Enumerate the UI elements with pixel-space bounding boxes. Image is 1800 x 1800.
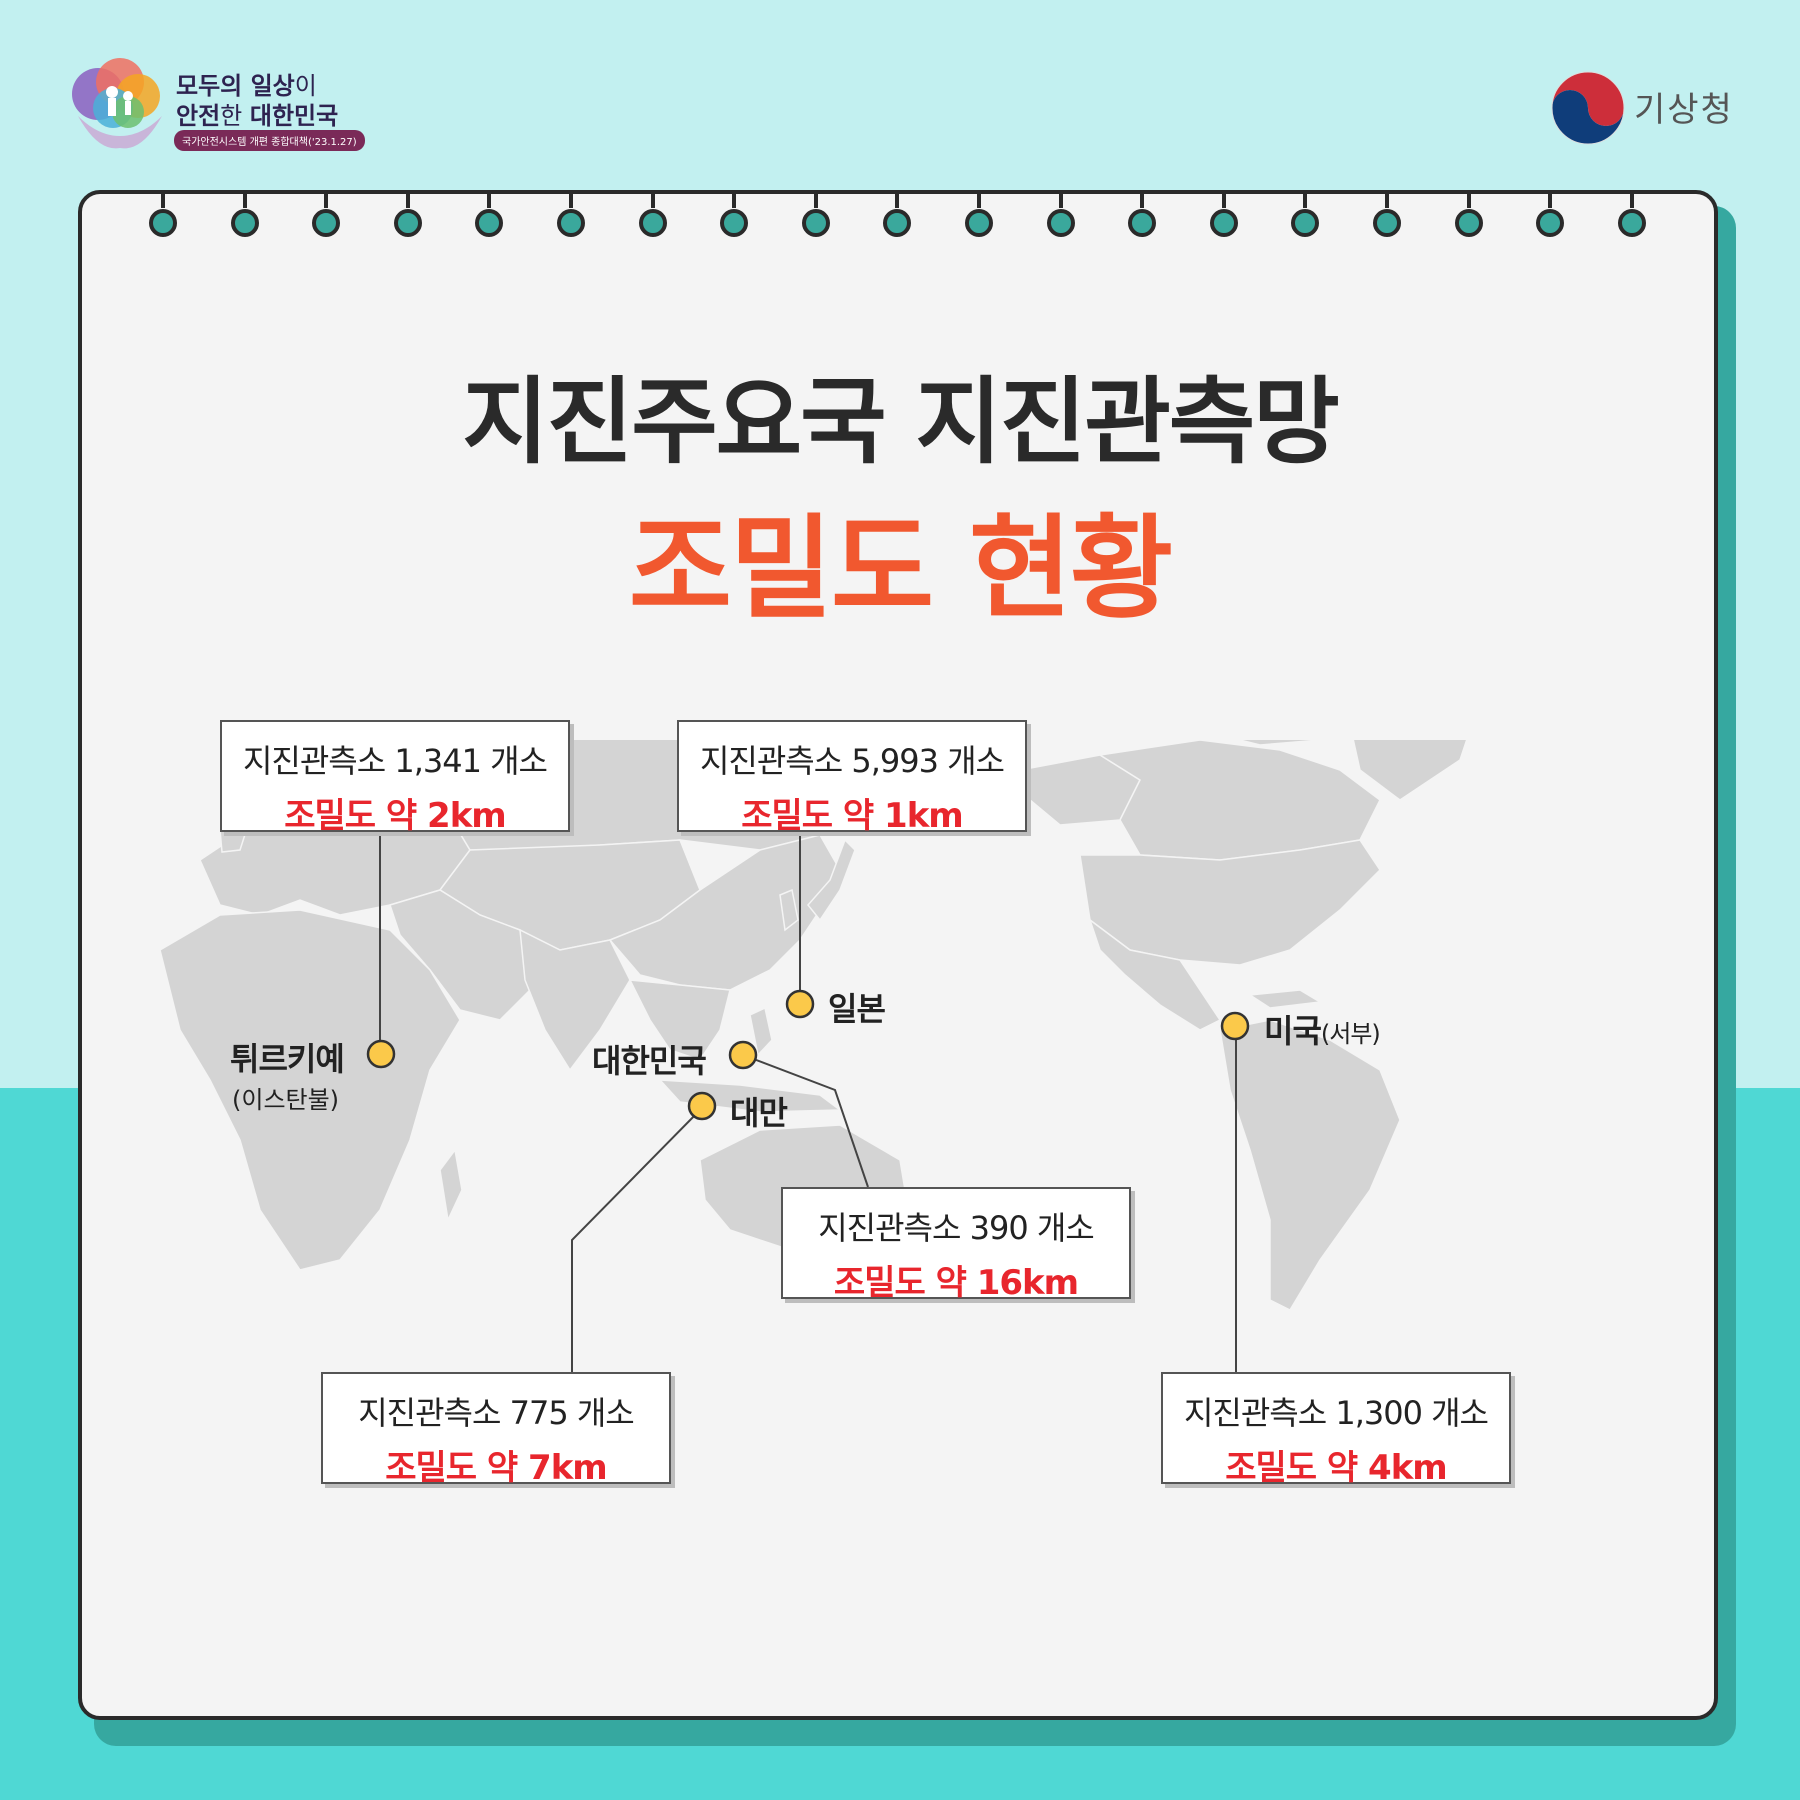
label-korea: 대한민국 — [592, 1042, 707, 1080]
info-box-korea: 지진관측소 390 개소 조밀도 약 16km — [781, 1187, 1131, 1303]
africa-shape — [159, 909, 461, 1271]
campaign-line1-suffix: 이 — [294, 72, 317, 100]
greenland-shape — [1352, 740, 1468, 801]
page-title: 지진주요국 지진관측망 — [462, 368, 1340, 477]
info-box-turkey: 지진관측소 1,341 개소 조밀도 약 2km — [220, 720, 570, 836]
station-count: 지진관측소 1,341 개소 — [242, 742, 548, 780]
station-count: 지진관측소 1,300 개소 — [1183, 1394, 1489, 1432]
info-box-japan: 지진관측소 5,993 개소 조밀도 약 1km — [677, 720, 1027, 836]
agency-logo: 기상청 — [1550, 70, 1750, 145]
density-value: 조밀도 약 2km — [284, 796, 507, 836]
taegeuk-icon — [1551, 71, 1625, 145]
density-value: 조밀도 약 7km — [385, 1448, 608, 1488]
korea-shape — [779, 888, 799, 932]
canada-shape — [1097, 740, 1381, 861]
world-map — [159, 740, 1468, 1311]
campaign-logo: 모두의 일상이 안전한 대한민국 국가안전시스템 개편 종합대책('23.1.2… — [68, 56, 368, 156]
info-box-taiwan: 지진관측소 775 개소 조밀도 약 7km — [321, 1372, 671, 1488]
label-taiwan: 대만 — [730, 1094, 788, 1132]
binder-ring-icon — [1209, 190, 1239, 240]
mexico-shape — [1088, 917, 1222, 1031]
arctic-islands-shape — [1236, 740, 1321, 746]
binder-ring-icon — [638, 190, 668, 240]
campaign-tag: 국가안전시스템 개편 종합대책('23.1.27) — [174, 130, 365, 151]
campaign-line2-prefix: 안전 — [176, 102, 221, 130]
binder-ring-icon — [801, 190, 831, 240]
agency-name: 기상청 — [1634, 90, 1734, 130]
label-usa-sub: (서부) — [1320, 1020, 1381, 1048]
binder-ring-icon — [719, 190, 749, 240]
binder-ring-icon — [1617, 190, 1647, 240]
campaign-line2-mid: 한 — [220, 102, 250, 130]
binder-ring-icon — [882, 190, 912, 240]
binder-ring-icon — [1454, 190, 1484, 240]
page-subtitle: 조밀도 현황 — [628, 504, 1173, 634]
binder-ring-icon — [148, 190, 178, 240]
binder-ring-icon — [311, 190, 341, 240]
campaign-line2: 대한민국 — [249, 102, 339, 130]
india-shape — [519, 928, 631, 1072]
binder-ring-icon — [1127, 190, 1157, 240]
station-count: 지진관측소 775 개소 — [358, 1394, 635, 1432]
label-turkey: 튀르키예 — [230, 1040, 345, 1078]
japan-shape — [807, 838, 856, 922]
density-value: 조밀도 약 4km — [1225, 1448, 1448, 1488]
binder-ring-icon — [230, 190, 260, 240]
label-usa-name: 미국 — [1264, 1012, 1322, 1050]
binder-ring-icon — [1046, 190, 1076, 240]
station-count: 지진관측소 5,993 개소 — [699, 742, 1005, 780]
info-box-usa: 지진관측소 1,300 개소 조밀도 약 4km — [1161, 1372, 1511, 1488]
binder-ring-icon — [474, 190, 504, 240]
binder-ring-icon — [393, 190, 423, 240]
notebook-rings — [78, 190, 1718, 250]
philippines-shape — [749, 1006, 773, 1057]
density-value: 조밀도 약 1km — [741, 796, 964, 836]
madagascar-shape — [439, 1148, 463, 1223]
south-america-shape — [1219, 1019, 1401, 1311]
middle-east-shape — [389, 889, 541, 1021]
caribbean-shape — [1247, 989, 1323, 1009]
campaign-line1: 모두의 일상 — [176, 72, 295, 100]
southeast-asia-shape — [628, 979, 731, 1061]
station-count: 지진관측소 390 개소 — [818, 1209, 1095, 1247]
campaign-emblem-icon — [72, 58, 162, 149]
label-usa: 미국(서부) — [1264, 1006, 1381, 1052]
binder-ring-icon — [1535, 190, 1565, 240]
density-value: 조밀도 약 16km — [833, 1263, 1079, 1303]
binder-ring-icon — [1372, 190, 1402, 240]
label-turkey-sub: (이스탄불) — [232, 1086, 340, 1114]
binder-ring-icon — [1290, 190, 1320, 240]
binder-ring-icon — [964, 190, 994, 240]
label-japan: 일본 — [828, 990, 886, 1028]
binder-ring-icon — [556, 190, 586, 240]
